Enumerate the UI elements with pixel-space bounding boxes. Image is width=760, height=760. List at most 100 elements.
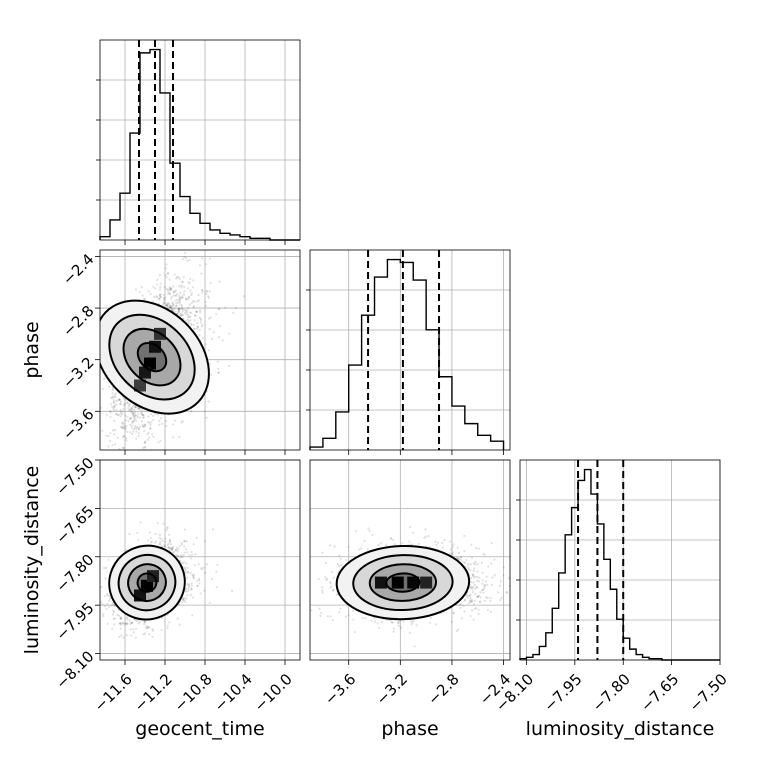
scatter-point xyxy=(193,300,196,303)
scatter-point xyxy=(119,616,122,619)
scatter-point xyxy=(183,596,186,600)
scatter-point xyxy=(185,313,188,316)
scatter-point xyxy=(198,582,201,585)
scatter-point xyxy=(131,621,134,624)
scatter-point xyxy=(103,377,106,381)
scatter-point xyxy=(140,412,143,415)
scatter-point xyxy=(158,420,161,423)
scatter-point xyxy=(123,623,126,626)
scatter-point xyxy=(125,439,128,442)
scatter-point xyxy=(118,447,121,450)
scatter-point xyxy=(134,414,137,418)
scatter-point xyxy=(121,421,124,425)
scatter-point xyxy=(177,307,180,310)
scatter-point xyxy=(125,622,128,625)
hist-step-phase xyxy=(309,258,505,450)
scatter-point xyxy=(138,416,141,419)
scatter-point xyxy=(183,561,186,564)
scatter-point xyxy=(196,325,200,329)
scatter-point xyxy=(219,325,222,328)
scatter-point xyxy=(114,392,118,395)
scatter-point xyxy=(170,288,173,291)
scatter-point xyxy=(122,447,125,450)
scatter-point xyxy=(205,416,208,419)
scatter-point xyxy=(156,413,159,416)
scatter-point xyxy=(218,336,221,339)
scatter-point xyxy=(147,431,150,434)
scatter-point xyxy=(127,403,130,407)
scatter-point xyxy=(180,286,183,289)
scatter-point xyxy=(186,311,189,314)
scatter-point xyxy=(198,328,201,331)
scatter-point xyxy=(141,413,144,417)
scatter-point xyxy=(175,277,178,280)
pair-content xyxy=(100,521,234,639)
scatter-point xyxy=(168,286,171,289)
scatter-point xyxy=(189,289,192,292)
scatter-point xyxy=(132,420,135,423)
scatter-point xyxy=(105,413,108,416)
scatter-point xyxy=(110,604,113,607)
scatter-point xyxy=(169,306,172,309)
contour-line xyxy=(136,341,168,373)
scatter-point xyxy=(174,289,178,292)
scatter-point xyxy=(129,431,132,434)
scatter-point xyxy=(118,398,121,401)
scatter-point xyxy=(192,543,195,546)
scatter-point xyxy=(120,634,123,637)
scatter-point xyxy=(141,294,144,297)
scatter-point xyxy=(198,579,201,582)
scatter-point xyxy=(118,398,121,401)
scatter-point xyxy=(121,425,124,429)
scatter-point xyxy=(114,395,117,399)
scatter-point xyxy=(130,452,132,454)
scatter-point xyxy=(184,548,188,551)
scatter-point xyxy=(152,435,155,438)
scatter-point xyxy=(208,601,211,605)
scatter-point xyxy=(151,635,154,638)
scatter-point xyxy=(228,364,231,368)
scatter-point xyxy=(143,441,146,444)
scatter-point xyxy=(184,587,188,591)
panel-frame xyxy=(309,249,511,451)
scatter-point xyxy=(168,533,171,536)
scatter-point xyxy=(126,430,129,433)
scatter-point xyxy=(149,426,152,430)
scatter-point xyxy=(158,273,161,277)
scatter-point xyxy=(170,306,173,309)
scatter-point xyxy=(146,625,150,628)
scatter-point xyxy=(234,307,237,310)
scatter-point xyxy=(156,296,159,299)
scatter-point xyxy=(147,290,150,293)
scatter-point xyxy=(106,602,109,606)
scatter-point xyxy=(137,432,140,435)
scatter-point xyxy=(205,290,208,293)
scatter-point xyxy=(131,430,135,433)
scatter-point xyxy=(165,304,168,307)
scatter-point xyxy=(119,400,123,403)
scatter-point xyxy=(148,626,151,629)
scatter-point xyxy=(163,286,166,289)
scatter-point xyxy=(201,323,204,326)
scatter-point xyxy=(168,546,171,549)
scatter-point xyxy=(143,446,146,449)
scatter-point xyxy=(186,308,189,311)
scatter-point xyxy=(198,334,201,337)
scatter-point xyxy=(142,446,145,450)
scatter-point xyxy=(184,572,187,575)
scatter-point xyxy=(191,596,195,599)
scatter-point xyxy=(133,428,136,431)
scatter-point xyxy=(215,313,218,316)
scatter-point xyxy=(231,589,234,593)
scatter-point xyxy=(183,251,187,255)
scatter-point xyxy=(136,414,139,417)
scatter-point xyxy=(122,421,125,424)
scatter-point xyxy=(129,634,133,637)
scatter-point xyxy=(160,538,163,541)
panel-frame xyxy=(99,39,301,241)
scatter-point xyxy=(133,408,136,411)
scatter-point xyxy=(156,283,159,286)
scatter-point xyxy=(166,288,169,291)
scatter-point xyxy=(109,415,112,418)
scatter-point xyxy=(111,395,114,398)
